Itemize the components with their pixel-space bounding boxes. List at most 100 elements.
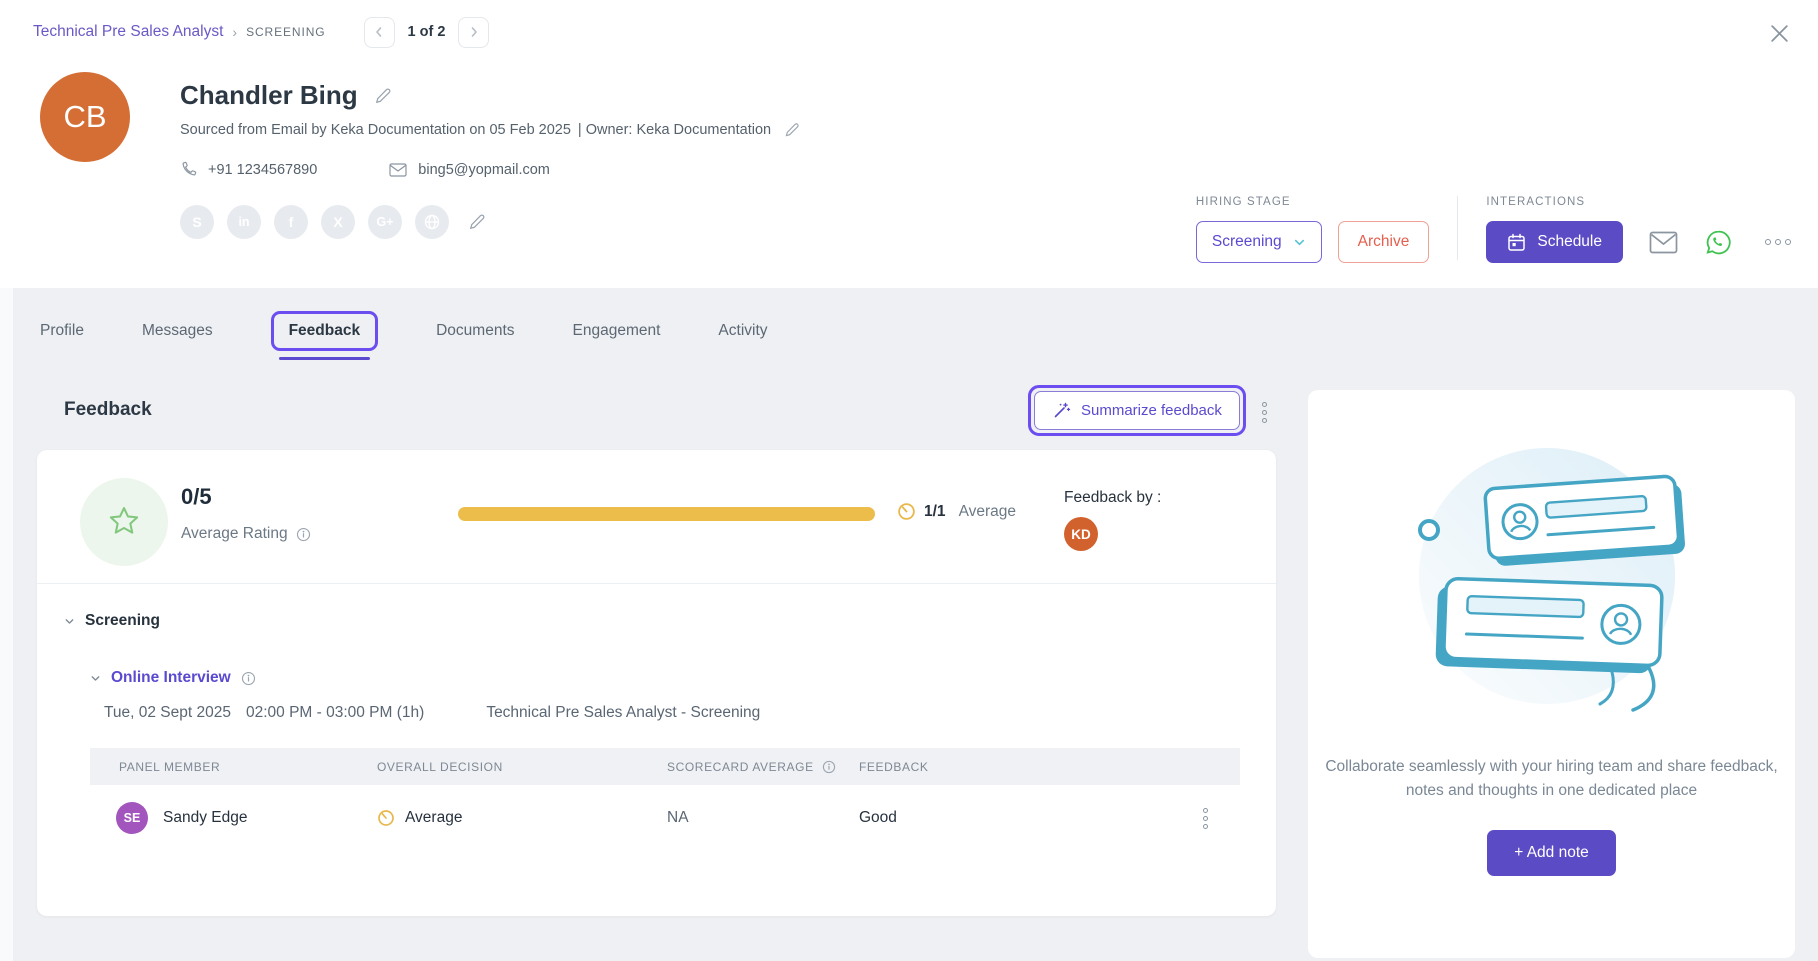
tab-activity[interactable]: Activity — [718, 322, 768, 339]
candidate-email: bing5@yopmail.com — [418, 161, 550, 178]
candidate-info: Chandler Bing Sourced from Email by Keka… — [180, 80, 800, 239]
info-icon[interactable] — [822, 760, 836, 774]
feedback-table: PANEL MEMBER OVERALL DECISION SCORECARD … — [90, 748, 1240, 851]
summarize-feedback-button[interactable]: Summarize feedback — [1034, 391, 1240, 430]
rating-badge — [80, 478, 168, 566]
summarize-feedback-wrap: Summarize feedback — [1028, 385, 1246, 436]
hiring-stage-group: HIRING STAGE Screening Archive — [1195, 196, 1430, 263]
chevron-down-icon — [90, 673, 101, 684]
facebook-icon: f — [274, 205, 308, 239]
summarize-label: Summarize feedback — [1081, 402, 1222, 419]
info-icon[interactable] — [296, 527, 311, 542]
panelist-name: Sandy Edge — [163, 809, 248, 826]
phone-icon — [180, 161, 197, 178]
active-tab-underline — [278, 356, 371, 360]
wand-icon — [1052, 401, 1071, 420]
previous-candidate-button[interactable] — [363, 16, 395, 48]
edit-pencil-icon — [784, 122, 800, 138]
chevron-down-icon — [64, 616, 75, 627]
breadcrumb-stage: SCREENING — [246, 25, 326, 39]
star-icon — [105, 503, 143, 541]
stage-group-title: Screening — [85, 612, 160, 629]
interview-job-stage: Technical Pre Sales Analyst - Screening — [486, 704, 761, 721]
calendar-icon — [1507, 233, 1526, 252]
gauge-icon — [377, 809, 395, 827]
envelope-icon — [1649, 231, 1678, 254]
info-icon[interactable] — [241, 671, 256, 686]
average-rating-value: 0/5 — [181, 484, 212, 509]
feedback-card: 0/5 Average Rating 1/1 Average Feedback … — [37, 450, 1276, 916]
notes-panel: Collaborate seamlessly with your hiring … — [1308, 390, 1795, 958]
send-email-button[interactable] — [1649, 231, 1678, 254]
chevron-right-icon — [468, 26, 480, 38]
panelist-initials: SE — [123, 811, 141, 825]
profile-tabs: Profile Messages Feedback Documents Enga… — [40, 308, 768, 360]
skype-icon: S — [180, 205, 214, 239]
feedback-section-kebab-button[interactable] — [1258, 398, 1271, 427]
panelist-avatar: SE — [116, 802, 148, 834]
website-icon — [415, 205, 449, 239]
candidate-pager: 1 of 2 — [363, 16, 490, 48]
interview-time: 02:00 PM - 03:00 PM (1h) — [245, 704, 425, 721]
tab-engagement[interactable]: Engagement — [572, 322, 661, 339]
candidate-initials: CB — [63, 99, 107, 134]
more-options-icon — [1765, 239, 1791, 245]
tab-documents[interactable]: Documents — [436, 322, 515, 339]
whatsapp-icon — [1704, 228, 1733, 257]
vertical-divider — [1457, 196, 1459, 260]
add-note-button[interactable]: + Add note — [1487, 830, 1616, 877]
edit-social-button[interactable] — [468, 213, 486, 231]
table-row: SE Sandy Edge Average NA Good — [90, 785, 1240, 851]
progress-value: 1/1 — [924, 502, 946, 520]
breadcrumb-job-link[interactable]: Technical Pre Sales Analyst — [33, 23, 224, 40]
feedback-by-label: Feedback by : — [1064, 489, 1162, 506]
interview-meta: Tue, 02 Sept 2025 02:00 PM - 03:00 PM (1… — [104, 704, 760, 722]
whatsapp-button[interactable] — [1704, 228, 1733, 257]
feedback-table-header: PANEL MEMBER OVERALL DECISION SCORECARD … — [90, 748, 1240, 785]
stage-group-toggle[interactable]: Screening — [64, 612, 160, 630]
schedule-button[interactable]: Schedule — [1486, 221, 1623, 263]
interactions-group: INTERACTIONS Schedule — [1486, 196, 1795, 263]
reviewer-initials: KD — [1071, 526, 1091, 542]
rating-progress-meta: 1/1 Average — [897, 502, 1016, 521]
interactions-label: INTERACTIONS — [1486, 196, 1586, 208]
owner-text: | Owner: Keka Documentation — [577, 122, 772, 138]
edit-pencil-icon — [468, 213, 486, 231]
breadcrumb-separator-icon: › — [232, 24, 238, 40]
candidate-phone: +91 1234567890 — [208, 161, 318, 178]
edit-name-button[interactable] — [374, 87, 392, 105]
col-panel-member: PANEL MEMBER — [119, 759, 221, 774]
chevron-down-icon — [1293, 236, 1306, 249]
edit-pencil-icon — [374, 87, 392, 105]
breadcrumb: Technical Pre Sales Analyst › SCREENING … — [33, 16, 490, 48]
feedback-tab-highlight-ring: Feedback — [270, 311, 379, 351]
interview-title: Online Interview — [111, 669, 231, 686]
edit-owner-button[interactable] — [784, 122, 800, 138]
interview-toggle[interactable]: Online Interview — [90, 669, 256, 687]
feedback-section-title: Feedback — [64, 399, 152, 420]
tab-feedback[interactable]: Feedback — [288, 322, 361, 339]
tab-profile[interactable]: Profile — [40, 322, 84, 339]
next-candidate-button[interactable] — [458, 16, 490, 48]
summarize-highlight-ring: Summarize feedback — [1028, 385, 1246, 436]
close-button[interactable] — [1762, 16, 1796, 50]
col-feedback: FEEDBACK — [859, 759, 929, 774]
schedule-label: Schedule — [1537, 233, 1602, 250]
progress-label: Average — [958, 502, 1017, 520]
close-icon — [1768, 22, 1791, 45]
col-overall-decision: OVERALL DECISION — [377, 759, 503, 774]
hiring-stage-select[interactable]: Screening — [1195, 221, 1322, 263]
tab-messages[interactable]: Messages — [141, 322, 213, 339]
candidate-name: Chandler Bing — [180, 80, 358, 110]
notes-panel-message: Collaborate seamlessly with your hiring … — [1325, 758, 1778, 800]
scorecard-average-value: NA — [667, 809, 689, 826]
collaboration-illustration — [1387, 424, 1717, 749]
tab-feedback-wrap: Feedback — [270, 311, 379, 360]
archive-button[interactable]: Archive — [1337, 221, 1430, 263]
overall-decision-value: Average — [405, 809, 463, 826]
more-options-button[interactable] — [1761, 235, 1795, 249]
rating-progress-bar — [458, 507, 875, 521]
social-links: S in f X G+ — [180, 205, 800, 239]
row-kebab-button[interactable] — [1199, 804, 1212, 833]
